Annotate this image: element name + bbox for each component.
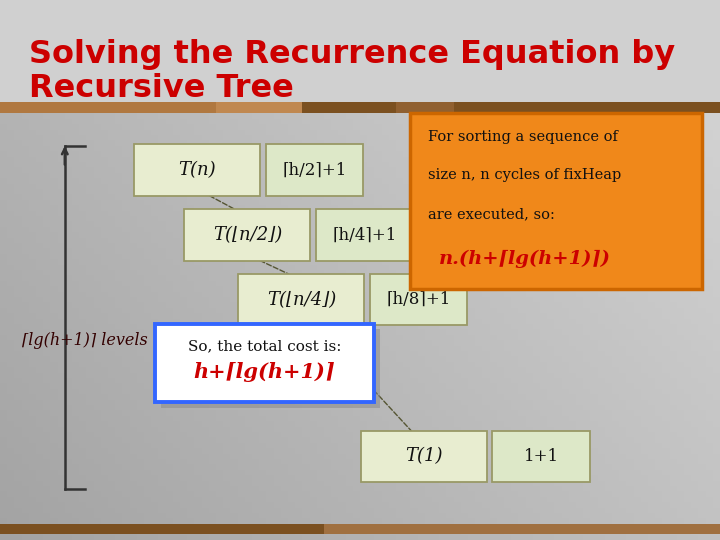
FancyBboxPatch shape <box>410 113 702 289</box>
Text: ⌈h/2⌉+1: ⌈h/2⌉+1 <box>282 161 346 179</box>
Text: T(n): T(n) <box>178 161 216 179</box>
Text: Recursive Tree: Recursive Tree <box>29 72 294 104</box>
Bar <box>396 102 454 113</box>
FancyBboxPatch shape <box>316 210 413 261</box>
Bar <box>324 524 720 534</box>
FancyBboxPatch shape <box>184 210 310 261</box>
FancyBboxPatch shape <box>0 0 720 108</box>
FancyBboxPatch shape <box>361 431 487 482</box>
Text: T(⌊n/4⌋): T(⌊n/4⌋) <box>266 291 336 309</box>
Text: Solving the Recurrence Equation by: Solving the Recurrence Equation by <box>29 38 675 70</box>
FancyBboxPatch shape <box>492 431 590 482</box>
FancyBboxPatch shape <box>238 274 364 325</box>
Text: size n, n cycles of fixHeap: size n, n cycles of fixHeap <box>428 168 621 182</box>
Text: h+⌈lg(h+1)⌉: h+⌈lg(h+1)⌉ <box>194 362 336 382</box>
Text: ⌈h/8⌉+1: ⌈h/8⌉+1 <box>387 291 451 308</box>
Bar <box>0 524 720 534</box>
Text: are executed, so:: are executed, so: <box>428 207 555 221</box>
Bar <box>0 102 216 113</box>
FancyBboxPatch shape <box>134 144 260 195</box>
Text: T(1): T(1) <box>405 447 443 465</box>
FancyBboxPatch shape <box>370 274 467 325</box>
Bar <box>0 102 720 113</box>
Text: For sorting a sequence of: For sorting a sequence of <box>428 130 618 144</box>
Text: So, the total cost is:: So, the total cost is: <box>188 339 341 353</box>
FancyBboxPatch shape <box>266 144 363 195</box>
Text: 1+1: 1+1 <box>523 448 559 465</box>
Text: n.(h+⌈lg(h+1)⌉): n.(h+⌈lg(h+1)⌉) <box>439 250 611 268</box>
Text: T(⌊n/2⌋): T(⌊n/2⌋) <box>212 226 282 244</box>
Text: ⌈h/4⌉+1: ⌈h/4⌉+1 <box>333 226 397 244</box>
FancyBboxPatch shape <box>161 329 380 408</box>
FancyBboxPatch shape <box>155 324 374 402</box>
Bar <box>216 102 302 113</box>
Text: ⌈lg(h+1)⌉ levels: ⌈lg(h+1)⌉ levels <box>22 332 148 349</box>
